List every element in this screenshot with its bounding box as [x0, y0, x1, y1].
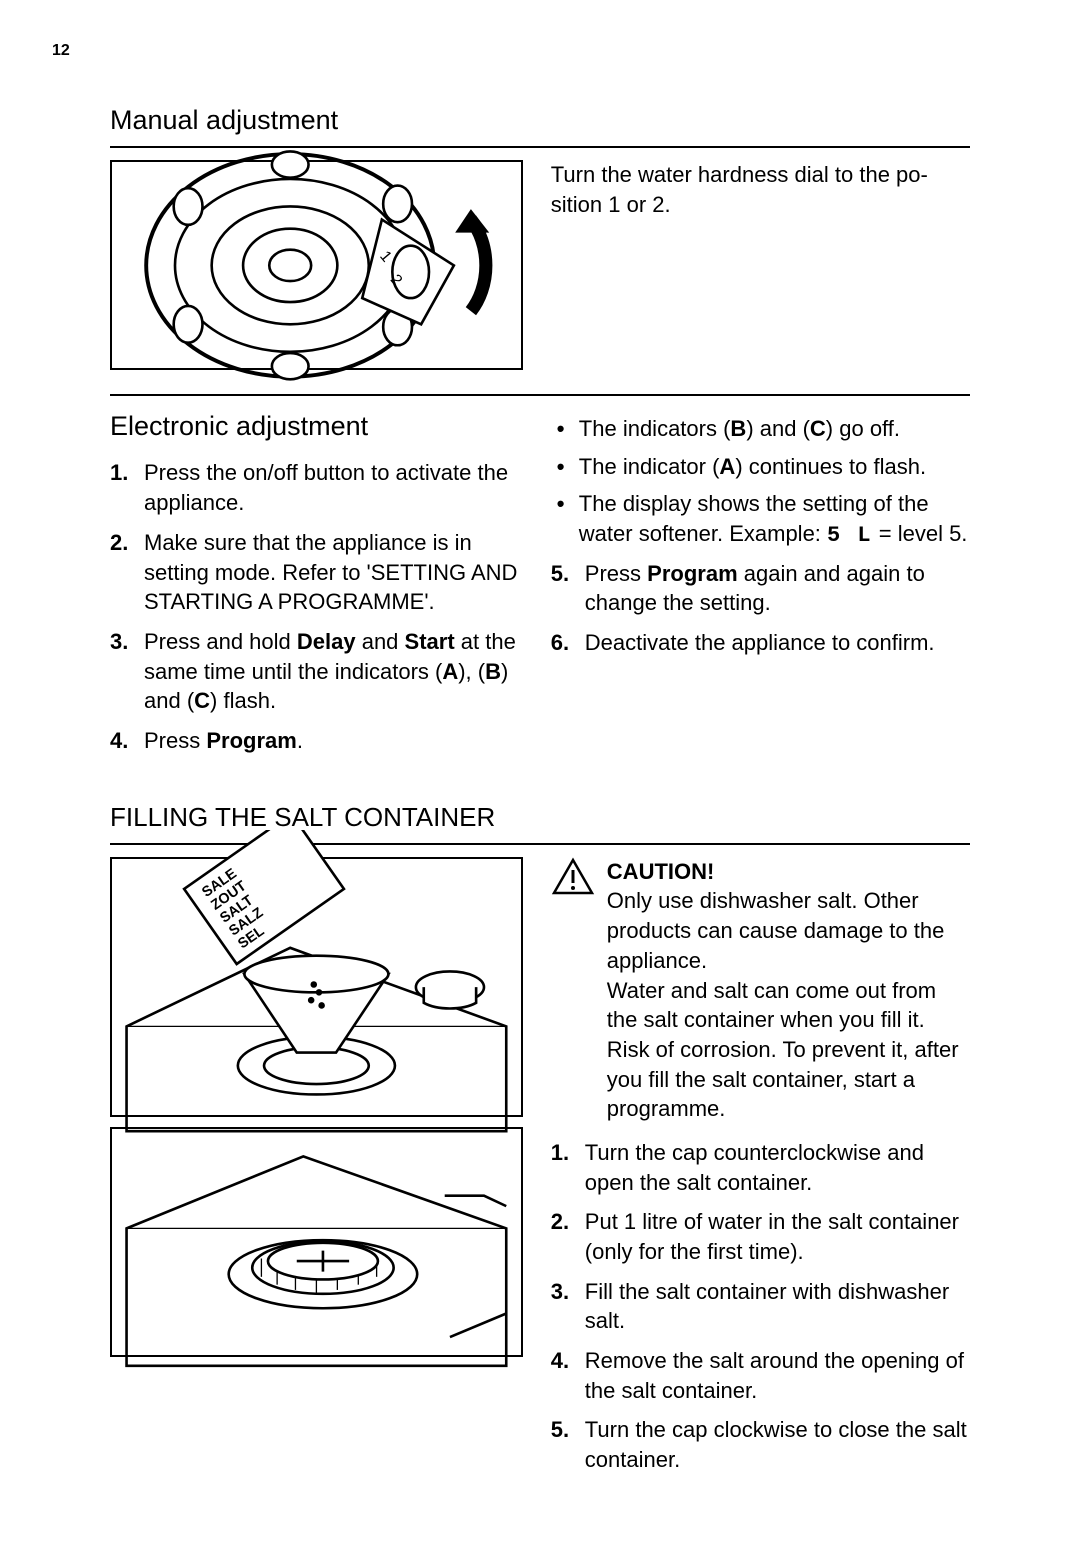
list-item: Press the on/off button to activate the …: [110, 458, 523, 517]
list-item: Press Program.: [110, 726, 523, 756]
list-item: Turn the cap counterclockwise and open t…: [551, 1138, 970, 1197]
rule: [110, 394, 970, 396]
list-item: Put 1 litre of water in the salt con­tai…: [551, 1207, 970, 1266]
heading-manual-adjustment: Manual adjustment: [110, 102, 970, 138]
list-item: Remove the salt around the open­ing of t…: [551, 1346, 970, 1405]
electronic-adjustment-block: Electronic adjustment Press the on/off b…: [110, 408, 970, 766]
list-item: The indicators (B) and (C) go off.: [551, 414, 970, 444]
electronic-bullets: The indicators (B) and (C) go off. The in…: [551, 414, 970, 551]
salt-cap-illustration-icon: [120, 1104, 513, 1379]
electronic-steps-right: Press Program again and again to change …: [551, 559, 970, 658]
heading-electronic-adjustment: Electronic adjustment: [110, 408, 523, 444]
figure-salt-cap-closed: [110, 1127, 523, 1357]
list-item: The indicator (A) continues to flash.: [551, 452, 970, 482]
caution-body: Only use dishwasher salt. Other products…: [607, 886, 970, 1124]
caution-label: CAUTION!: [607, 857, 970, 887]
warning-triangle-icon: [551, 857, 595, 897]
list-item: Press and hold Delay and Start at the sa…: [110, 627, 523, 716]
list-item: The display shows the setting of the wat…: [551, 489, 970, 550]
filling-salt-block: SALEZOUTSALTSALZSEL: [110, 857, 970, 1485]
manual-adjustment-block: 1 2 Turn the water hardness dial to the …: [110, 160, 970, 370]
dial-illustration-icon: 1 2: [120, 141, 513, 390]
list-item: Fill the salt container with dish­washer…: [551, 1277, 970, 1336]
list-item: Deactivate the appliance to confirm.: [551, 628, 970, 658]
figure-water-hardness-dial: 1 2: [110, 160, 523, 370]
caution-block: CAUTION! Only use dishwasher salt. Other…: [551, 857, 970, 1124]
list-item: Make sure that the appliance is in setti…: [110, 528, 523, 617]
salt-pour-illustration-icon: SALEZOUTSALTSALZSEL: [120, 830, 513, 1144]
page-number: 12: [52, 40, 970, 62]
manual-adjustment-text: Turn the water hardness dial to the po­s…: [551, 160, 970, 219]
figure-salt-pouring: SALEZOUTSALTSALZSEL: [110, 857, 523, 1117]
electronic-steps-left: Press the on/off button to activate the …: [110, 458, 523, 755]
filling-salt-steps: Turn the cap counterclockwise and open t…: [551, 1138, 970, 1475]
list-item: Turn the cap clockwise to close the salt…: [551, 1415, 970, 1474]
list-item: Press Program again and again to change …: [551, 559, 970, 618]
